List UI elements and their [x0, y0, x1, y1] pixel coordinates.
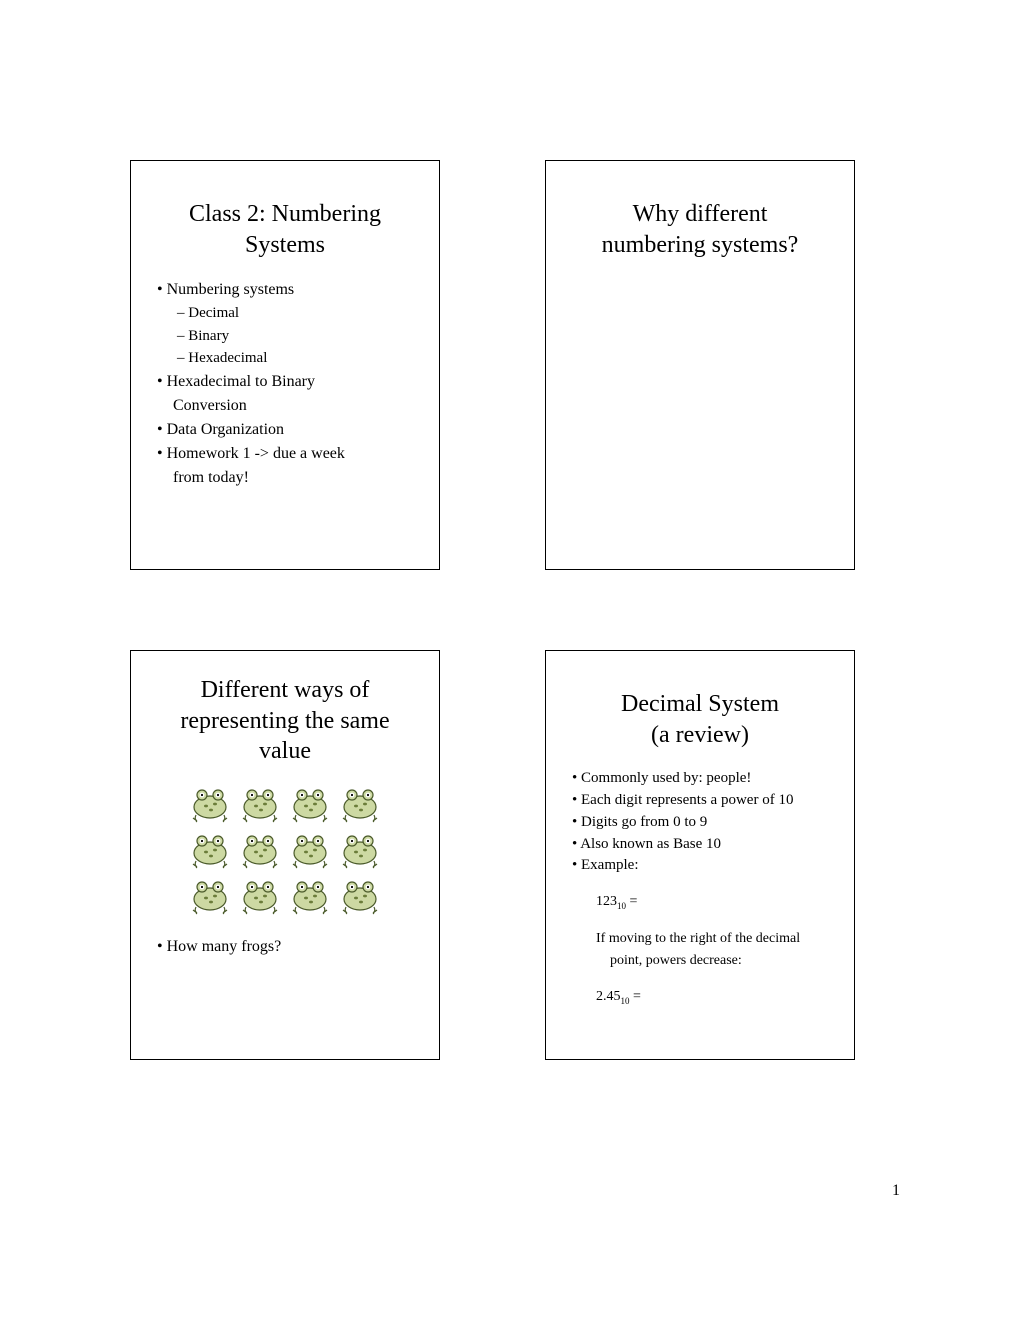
bullet-text: Example: [581, 857, 638, 873]
bullet-item: Homework 1 -> due a week [157, 442, 419, 466]
bullet-text: Also known as Base 10 [580, 836, 721, 852]
eq-base: 123 [596, 894, 617, 909]
bullet-text: Data Organization [167, 421, 284, 438]
bullet-item: Digits go from 0 to 9 [572, 812, 834, 834]
frog-icon [338, 785, 382, 827]
bullet-text: Numbering systems [167, 281, 295, 298]
bullet-item: Also known as Base 10 [572, 834, 834, 856]
page-number: 1 [892, 1182, 900, 1200]
eq-tail: = [630, 989, 641, 1004]
slide-title: Class 2: Numbering Systems [151, 199, 419, 260]
bullet-text: How many frogs? [167, 938, 282, 955]
frog-grid [151, 785, 419, 919]
eq-base: 2.45 [596, 989, 621, 1004]
bullet-item-cont: from today! [173, 466, 419, 490]
eq-subscript: 10 [617, 901, 626, 911]
bullet-list: How many frogs? [151, 935, 419, 959]
bullet-item: Each digit represents a power of 10 [572, 790, 834, 812]
bullet-sub-item: Hexadecimal [177, 347, 419, 370]
slide-title: Different ways ofrepresenting the sameva… [151, 675, 419, 767]
frog-icon [238, 877, 282, 919]
slide-2: Why differentnumbering systems? [545, 160, 855, 570]
frog-icon [238, 785, 282, 827]
equation-2: 2.4510 = [596, 986, 834, 1008]
bullet-text: Binary [188, 328, 229, 344]
frog-icon [188, 877, 232, 919]
bullet-item: Data Organization [157, 418, 419, 442]
eq-subscript: 10 [621, 996, 630, 1006]
slide-1: Class 2: Numbering Systems Numbering sys… [130, 160, 440, 570]
bullet-text: Commonly used by: people! [581, 770, 751, 786]
slide-3: Different ways ofrepresenting the sameva… [130, 650, 440, 1060]
frog-icon [238, 831, 282, 873]
frog-icon [338, 831, 382, 873]
bullet-list-rendered: Numbering systems Decimal Binary Hexadec… [151, 278, 419, 490]
slide-4: Decimal System(a review) Commonly used b… [545, 650, 855, 1060]
bullet-text: Decimal [188, 305, 239, 321]
bullet-text: Each digit represents a power of 10 [581, 792, 793, 808]
bullet-item: Numbering systems [157, 278, 419, 302]
frog-icon [288, 877, 332, 919]
frog-icon [288, 831, 332, 873]
bullet-sub-item: Binary [177, 325, 419, 348]
equation-1: 12310 = [596, 891, 834, 913]
example-block: 12310 = If moving to the right of the de… [596, 891, 834, 1009]
bullet-sub-item: Decimal [177, 302, 419, 325]
bullet-item: How many frogs? [157, 935, 419, 959]
frog-icon [188, 831, 232, 873]
bullet-item-cont: Conversion [173, 394, 419, 418]
frog-icon [188, 785, 232, 827]
note-line: If moving to the right of the decimal [596, 928, 834, 950]
bullet-list: Commonly used by: people! Each digit rep… [566, 768, 834, 877]
slide-title: Why differentnumbering systems? [566, 199, 834, 260]
note-line: point, powers decrease: [610, 950, 834, 972]
handout-page: Class 2: Numbering Systems Numbering sys… [0, 0, 1020, 1320]
bullet-text: Hexadecimal [188, 350, 267, 366]
eq-tail: = [626, 894, 637, 909]
bullet-item: Hexadecimal to Binary [157, 370, 419, 394]
slide-grid: Class 2: Numbering Systems Numbering sys… [130, 160, 890, 1060]
bullet-item: Example: [572, 855, 834, 877]
bullet-text: Digits go from 0 to 9 [581, 814, 707, 830]
frog-icon [338, 877, 382, 919]
bullet-item: Commonly used by: people! [572, 768, 834, 790]
frog-icon [288, 785, 332, 827]
slide-title: Decimal System(a review) [566, 689, 834, 750]
